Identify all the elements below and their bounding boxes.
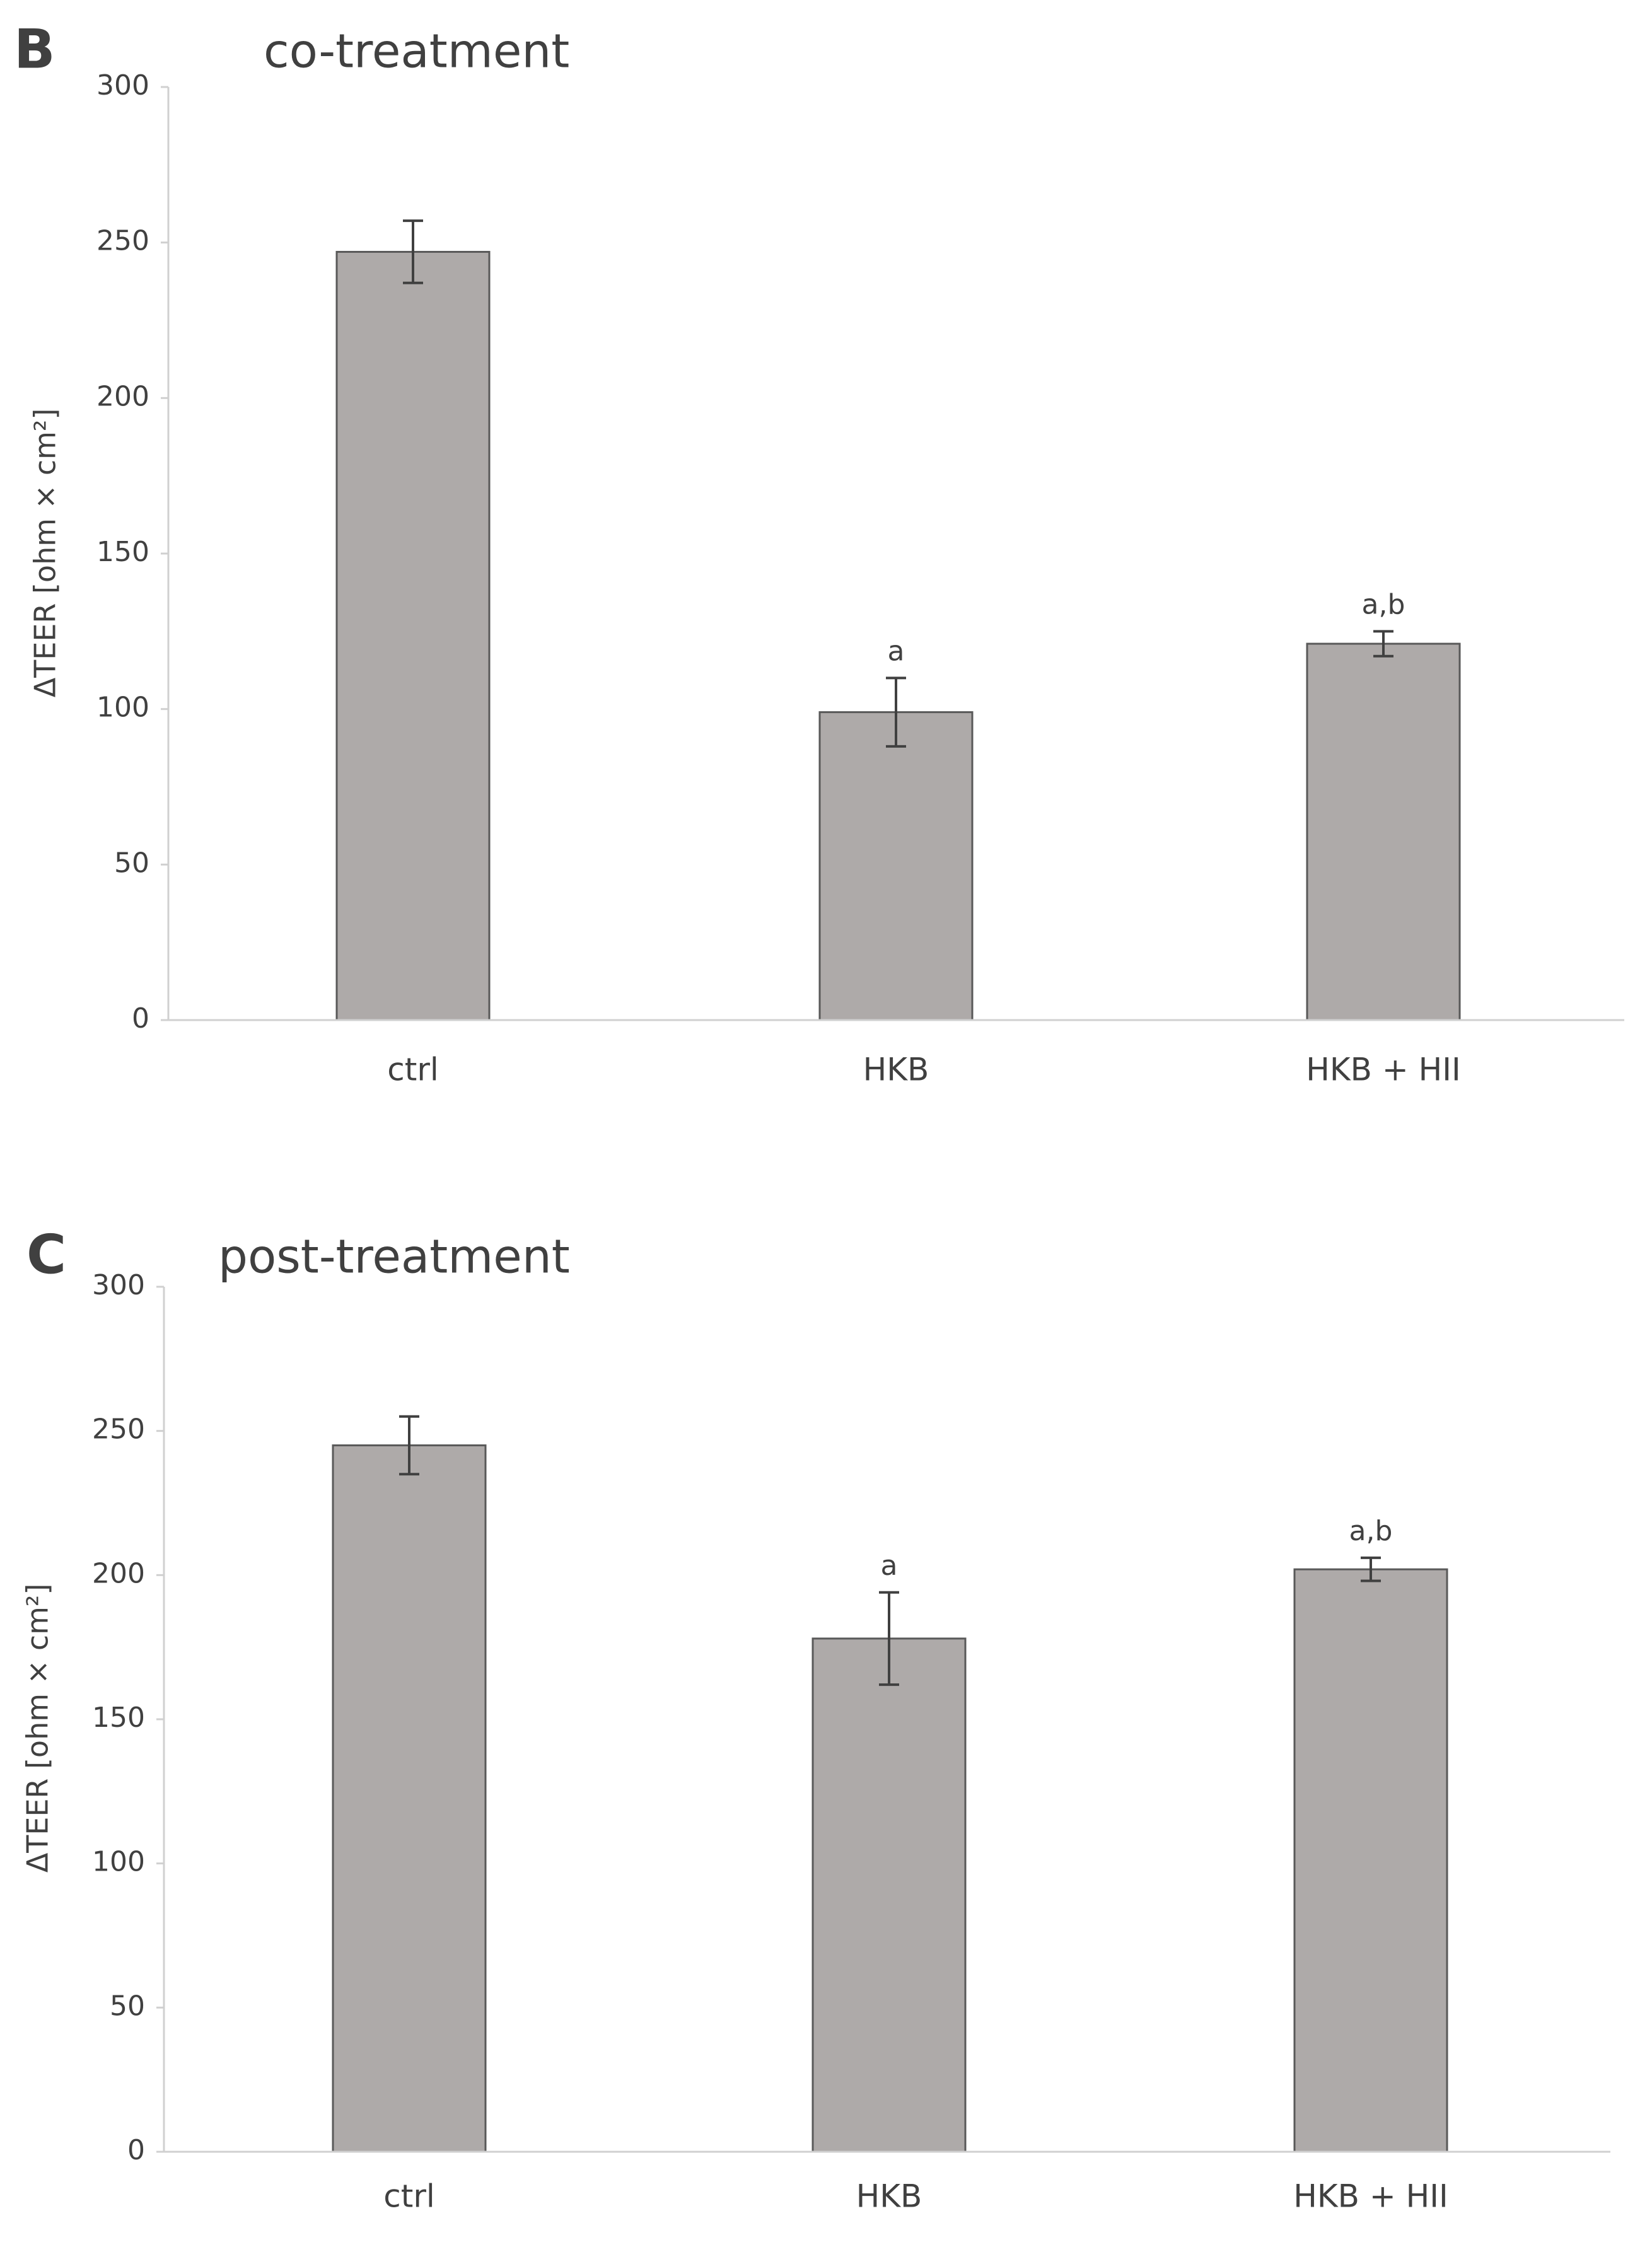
error-bar [399, 1415, 419, 1476]
y-tick-label: 100 [96, 692, 149, 724]
chart-title: co-treatment [264, 25, 569, 79]
y-tick-label: 0 [127, 2134, 145, 2166]
y-tick-label: 300 [96, 69, 149, 102]
annotation: a,b [1349, 1515, 1393, 1547]
y-axis-label: ΔTEER [ohm × cm²] [28, 409, 62, 698]
error-bar [403, 219, 423, 284]
y-tick-label: 50 [110, 1990, 145, 2022]
x-tick-label: ctrl [383, 2178, 435, 2215]
annotation: a,b [1362, 588, 1405, 620]
error-bar [1361, 1556, 1381, 1582]
y-tick-label: 0 [132, 1002, 149, 1035]
y-tick-label: 100 [92, 1846, 145, 1878]
bar [818, 711, 974, 1021]
y-tick-label: 50 [114, 847, 149, 879]
bar [1293, 1568, 1448, 2153]
annotation: a [888, 635, 905, 667]
x-tick-label: HKB [856, 2178, 922, 2215]
bar [335, 250, 491, 1021]
x-tick-label: HKB [863, 1052, 929, 1088]
x-tick-label: HKB + HII [1306, 1052, 1460, 1088]
chart-title: post-treatment [218, 1230, 570, 1284]
panel-label: B [14, 18, 55, 81]
x-tick-label: ctrl [387, 1052, 439, 1088]
error-bar [879, 1591, 899, 1686]
y-tick-label: 200 [96, 380, 149, 412]
bar [332, 1444, 487, 2153]
error-bar [886, 676, 906, 748]
x-tick-label: HKB + HII [1293, 2178, 1448, 2215]
bar [1306, 642, 1461, 1021]
annotation: a [881, 1550, 898, 1582]
bar [811, 1637, 967, 2153]
y-tick-label: 250 [96, 225, 149, 257]
error-bar [1373, 630, 1393, 658]
y-axis-label: ΔTEER [ohm × cm²] [21, 1584, 55, 1873]
panel-label: C [26, 1223, 66, 1286]
y-tick-label: 300 [92, 1269, 145, 1301]
y-tick-label: 200 [92, 1557, 145, 1589]
y-tick-label: 150 [92, 1702, 145, 1734]
y-tick-label: 150 [96, 536, 149, 568]
y-tick-label: 250 [92, 1413, 145, 1446]
